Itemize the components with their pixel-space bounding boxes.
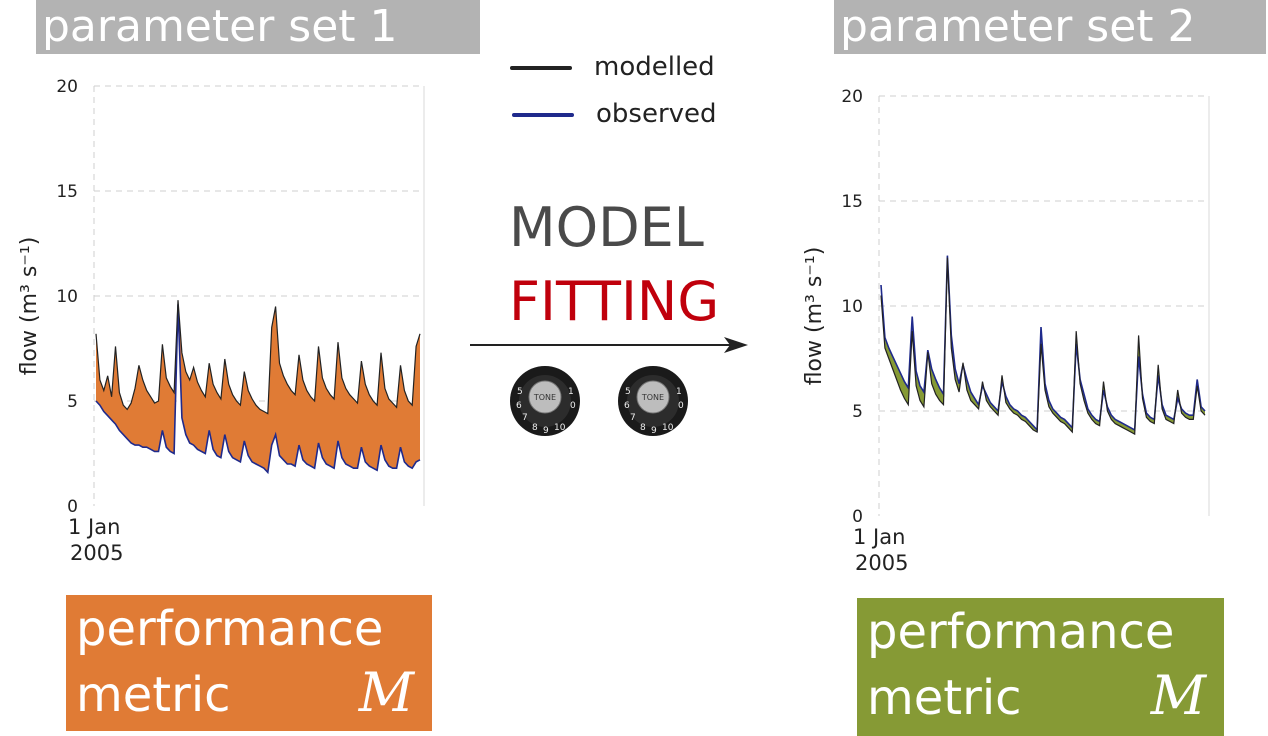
- svg-text:9: 9: [543, 426, 549, 436]
- performance-metric-left: performance metric M: [66, 595, 432, 731]
- svg-text:7: 7: [522, 413, 528, 423]
- svg-text:5: 5: [517, 387, 523, 397]
- right-arrow-icon: [470, 337, 748, 353]
- y-tick-label: 20: [841, 87, 863, 107]
- legend-label-modelled: modelled: [594, 52, 715, 82]
- x-tick-label-day: 1 Jan: [853, 525, 905, 549]
- svg-text:10: 10: [554, 423, 566, 433]
- x-tick-label-year: 2005: [855, 551, 908, 575]
- parameter-set-1-label: parameter set 1: [42, 1, 398, 52]
- fitting-word: FITTING: [509, 270, 720, 333]
- tone-knob-label: TONE: [641, 393, 664, 402]
- tone-knob-icon: TONE 5 67 8 9 10 0 1: [618, 366, 688, 436]
- metric-symbol: M: [1150, 664, 1206, 727]
- svg-text:8: 8: [532, 423, 538, 433]
- svg-text:5: 5: [625, 387, 631, 397]
- y-tick-label: 5: [852, 402, 863, 422]
- y-axis-label: flow (m³ s⁻¹): [17, 237, 42, 376]
- modelled-series-line: [880, 257, 1206, 436]
- legend-swatch-observed: [512, 113, 574, 117]
- svg-text:0: 0: [570, 401, 576, 411]
- metric-line2: metric: [867, 670, 1022, 726]
- y-tick-label: 20: [56, 77, 78, 97]
- metric-line1: performance: [76, 601, 384, 657]
- y-tick-label: 0: [67, 497, 78, 517]
- metric-line2: metric: [76, 667, 231, 723]
- svg-text:9: 9: [651, 426, 657, 436]
- y-tick-label: 10: [841, 297, 863, 317]
- svg-text:6: 6: [516, 401, 522, 411]
- svg-text:0: 0: [678, 401, 684, 411]
- tone-knob-label: TONE: [533, 393, 556, 402]
- legend-swatch-modelled: [510, 66, 572, 70]
- y-tick-label: 10: [56, 287, 78, 307]
- x-tick-label-day: 1 Jan: [68, 515, 120, 539]
- y-axis-label: flow (m³ s⁻¹): [802, 247, 827, 386]
- svg-text:8: 8: [640, 423, 646, 433]
- svg-text:1: 1: [568, 387, 574, 397]
- svg-text:1: 1: [676, 387, 682, 397]
- svg-text:6: 6: [624, 401, 630, 411]
- metric-line1: performance: [867, 604, 1175, 660]
- svg-text:10: 10: [662, 423, 674, 433]
- difference-area: [96, 300, 420, 473]
- y-tick-label: 0: [852, 507, 863, 527]
- y-tick-label: 15: [56, 182, 78, 202]
- modelled-series-line: [95, 300, 421, 415]
- legend-label-observed: observed: [596, 99, 717, 129]
- parameter-set-1-banner: parameter set 1: [36, 0, 480, 54]
- performance-metric-right: performance metric M: [857, 598, 1224, 736]
- x-tick-label-year: 2005: [70, 541, 123, 565]
- y-tick-label: 15: [841, 192, 863, 212]
- parameter-set-2-banner: parameter set 2: [834, 0, 1266, 54]
- tone-knob-icon: TONE 5 67 8 9 10 0 1: [510, 366, 580, 436]
- observed-series-line: [880, 255, 1206, 432]
- svg-text:7: 7: [630, 413, 636, 423]
- y-tick-label: 5: [67, 392, 78, 412]
- metric-symbol: M: [358, 661, 414, 724]
- parameter-set-2-label: parameter set 2: [840, 1, 1196, 52]
- model-word: MODEL: [509, 196, 704, 259]
- observed-series-line: [95, 304, 421, 475]
